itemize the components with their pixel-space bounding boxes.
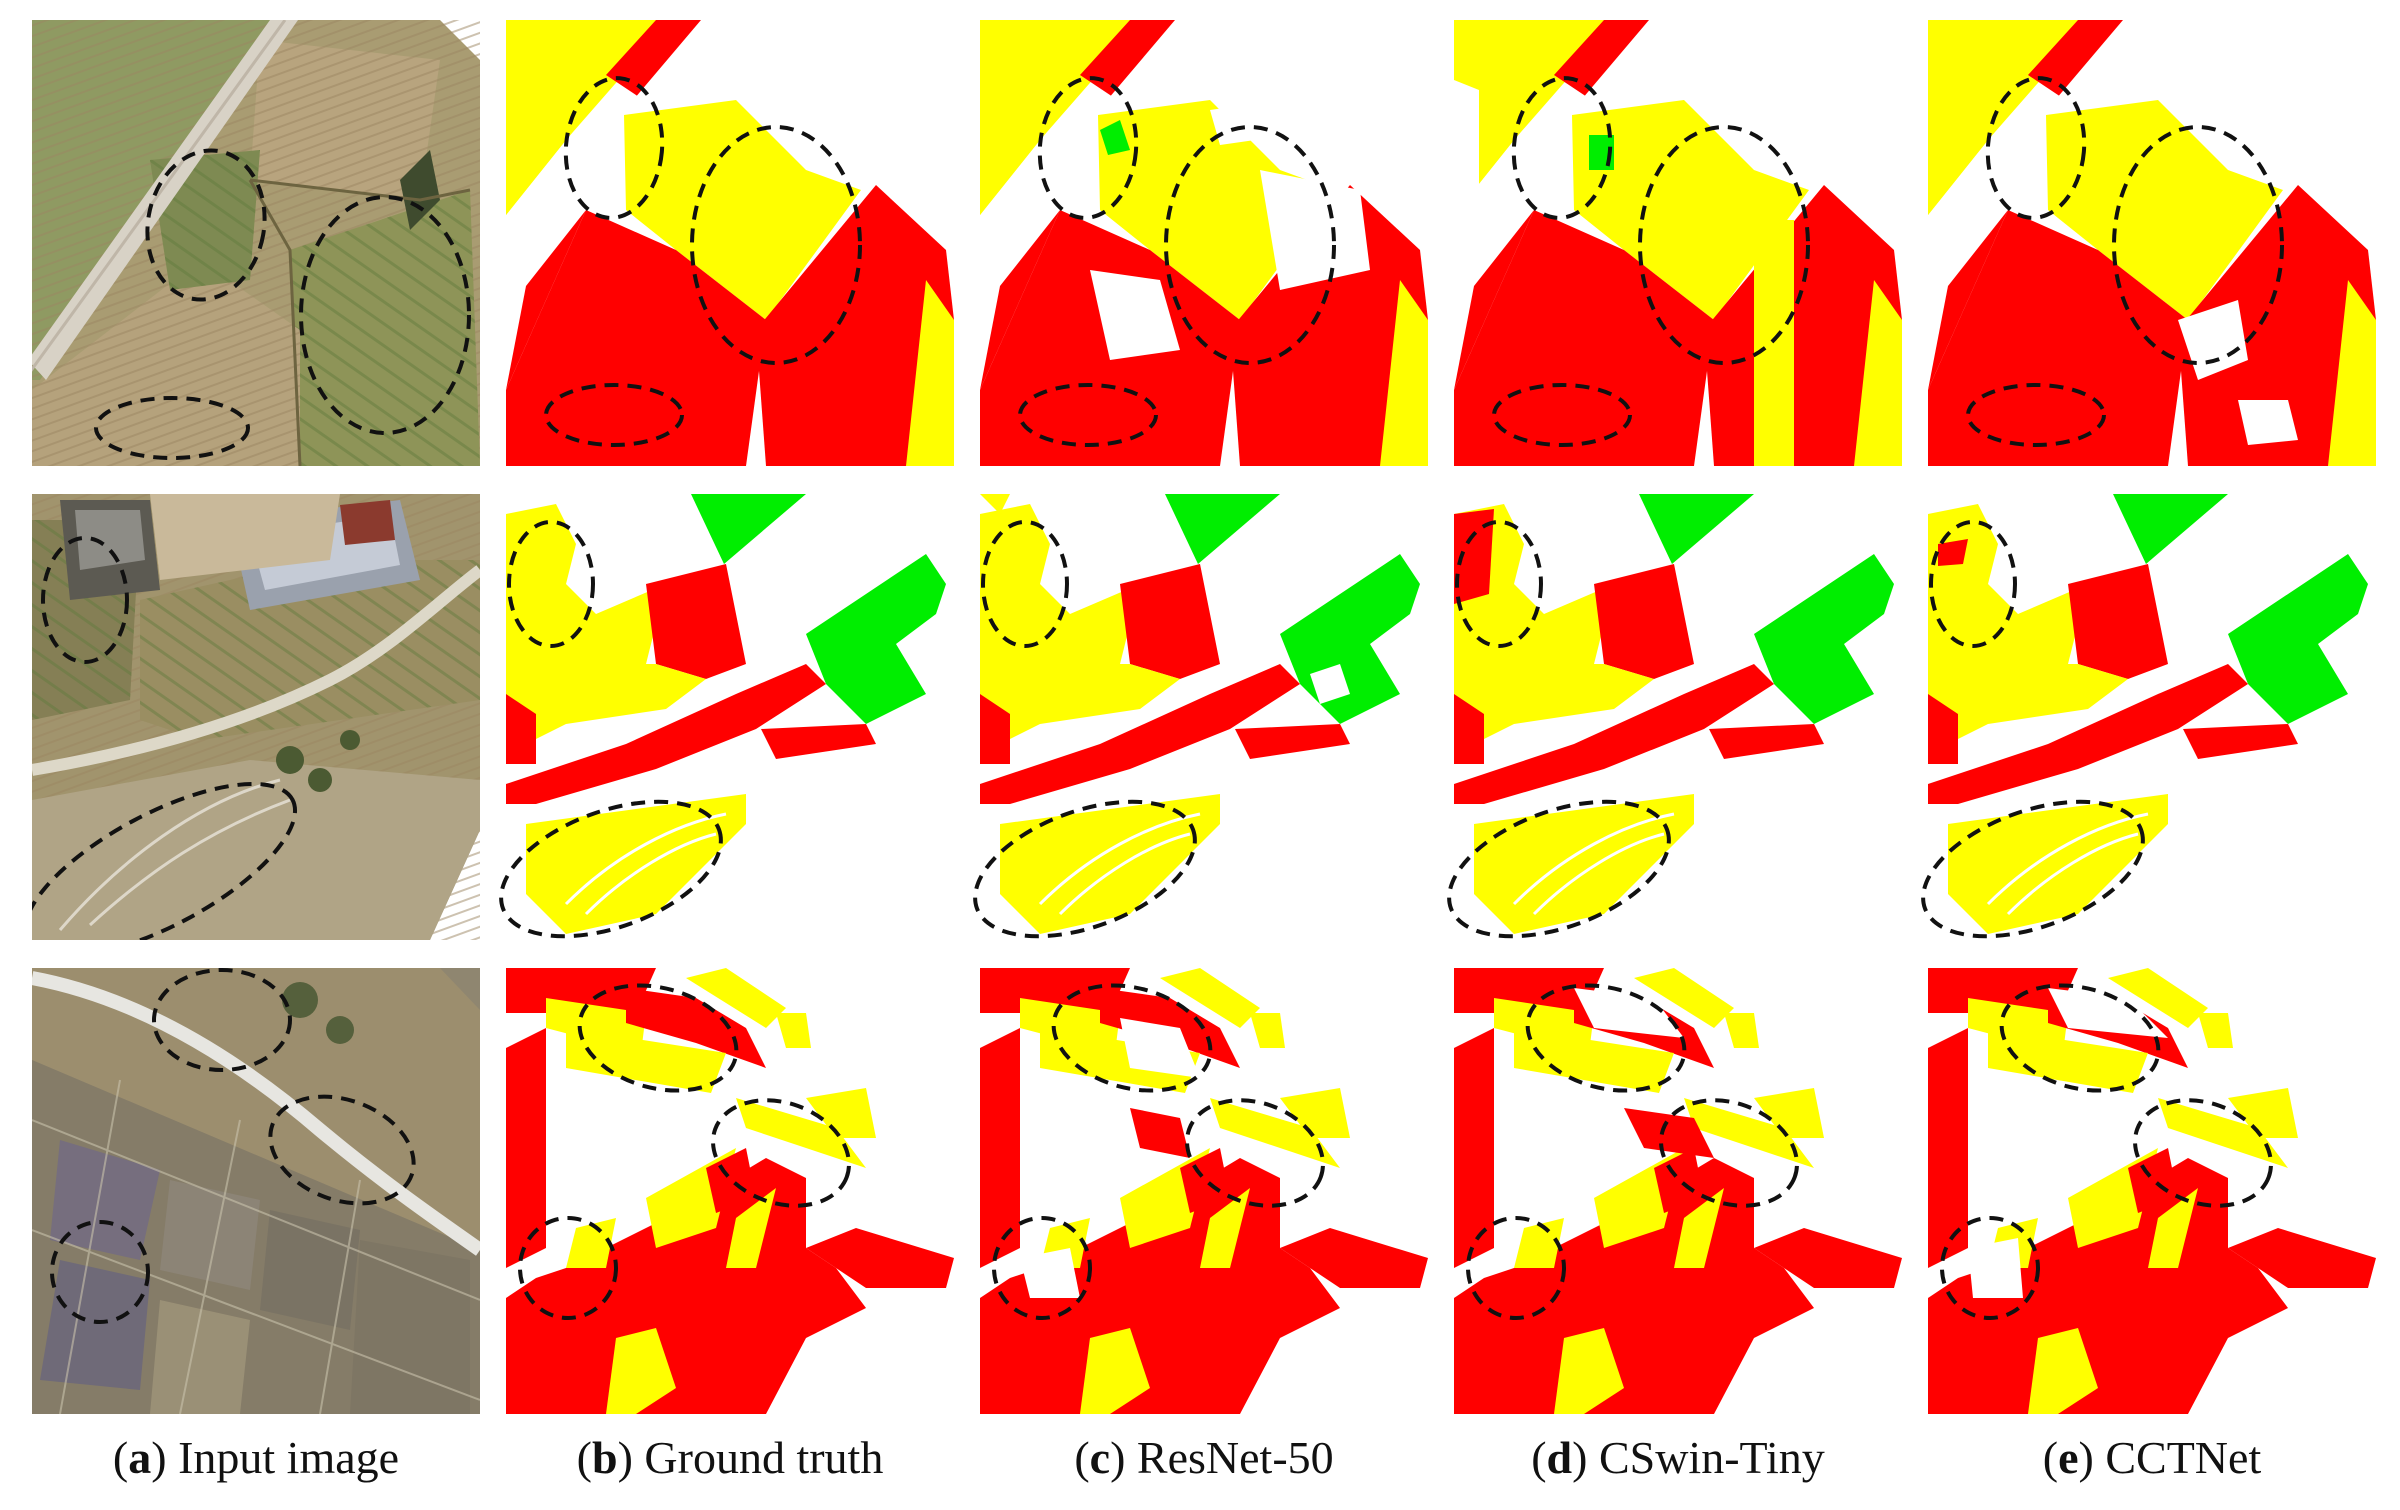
highlight-ellipse bbox=[1659, 1098, 1799, 1208]
cctnet-row-1 bbox=[1928, 20, 2376, 466]
highlight-ellipse bbox=[1921, 799, 2145, 939]
highlight-ellipse bbox=[1037, 76, 1139, 220]
highlight-ellipse bbox=[577, 983, 739, 1093]
highlight-ellipse bbox=[1447, 799, 1671, 939]
highlight-ellipse bbox=[563, 76, 665, 220]
caption-c: (c) ResNet-50 bbox=[1074, 1432, 1334, 1483]
highlight-ellipse bbox=[1985, 76, 2087, 220]
highlight-ellipse bbox=[1511, 76, 1613, 220]
highlight-ellipse bbox=[499, 799, 723, 939]
ground-truth-row-1 bbox=[506, 20, 954, 466]
highlight-ellipse bbox=[1966, 383, 2106, 447]
comparison-grid bbox=[32, 20, 2376, 1414]
highlight-ellipse bbox=[1638, 125, 1810, 365]
highlight-ellipse bbox=[1999, 983, 2161, 1093]
highlight-ellipse bbox=[1929, 520, 2017, 648]
resnet50-row-1 bbox=[980, 20, 1428, 466]
ground-truth-row-2 bbox=[499, 494, 954, 940]
input-image-row-2 bbox=[32, 494, 480, 940]
cctnet-row-2 bbox=[1921, 494, 2376, 940]
ground-truth-row-3 bbox=[506, 968, 954, 1414]
highlight-ellipse bbox=[2133, 1098, 2273, 1208]
resnet50-row-3 bbox=[980, 968, 1428, 1414]
caption-a: (a) Input image bbox=[112, 1432, 400, 1483]
cctnet-row-3 bbox=[1928, 968, 2376, 1414]
cswin-tiny-row-2 bbox=[1447, 494, 1902, 940]
highlight-ellipse bbox=[1466, 1216, 1566, 1320]
highlight-ellipse bbox=[690, 125, 862, 365]
input-image-row-1 bbox=[32, 20, 480, 466]
highlight-ellipse bbox=[1164, 125, 1336, 365]
caption-d: (d) CSwin-Tiny bbox=[1531, 1432, 1825, 1483]
highlight-ellipse bbox=[1940, 1216, 2040, 1320]
highlight-ellipse bbox=[1185, 1098, 1325, 1208]
resnet50-row-2 bbox=[973, 494, 1428, 940]
highlight-ellipse bbox=[2112, 125, 2284, 365]
highlight-ellipse bbox=[518, 1216, 618, 1320]
highlight-ellipse bbox=[981, 520, 1069, 648]
highlight-ellipse bbox=[507, 520, 595, 648]
highlight-ellipse bbox=[973, 799, 1197, 939]
highlight-ellipse bbox=[1018, 383, 1158, 447]
input-image-row-3 bbox=[32, 968, 480, 1414]
highlight-ellipse bbox=[1051, 983, 1213, 1093]
highlight-ellipse bbox=[992, 1216, 1092, 1320]
caption-e: (e) CCTNet bbox=[2042, 1432, 2262, 1483]
caption-b: (b) Ground truth bbox=[576, 1432, 884, 1483]
highlight-ellipse bbox=[711, 1098, 851, 1208]
highlight-ellipse bbox=[544, 383, 684, 447]
cswin-tiny-row-1 bbox=[1454, 20, 1902, 466]
highlight-ellipse bbox=[1455, 520, 1543, 648]
highlight-ellipse bbox=[1492, 383, 1632, 447]
cswin-tiny-row-3 bbox=[1454, 968, 1902, 1414]
highlight-ellipse bbox=[1525, 983, 1687, 1093]
